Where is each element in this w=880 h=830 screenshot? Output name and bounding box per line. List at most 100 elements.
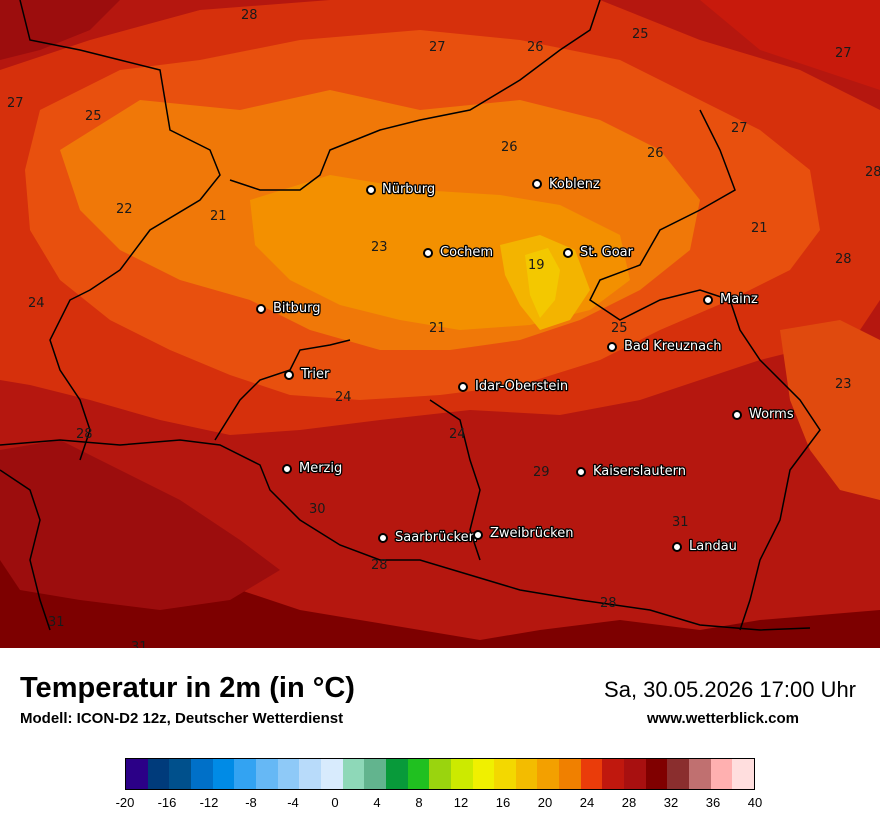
border-lines <box>0 0 821 631</box>
legend-color-cell <box>580 759 603 789</box>
website-link[interactable]: www.wetterblick.com <box>647 710 799 727</box>
iso-label: 23 <box>371 240 388 255</box>
iso-label: 21 <box>210 209 227 224</box>
legend-tick-label: 8 <box>415 795 423 810</box>
city-label: Kaiserslautern <box>593 464 686 479</box>
city-marker[interactable]: Worms <box>732 406 795 423</box>
iso-label: 23 <box>835 377 852 392</box>
legend-color-cell <box>732 759 755 789</box>
color-legend-ticks: -20 -16 -12 -8 -4 0 4 8 12 16 20 24 28 32 36 40 <box>116 795 763 815</box>
city-label: Trier <box>300 367 330 382</box>
legend-color-cell <box>559 759 581 789</box>
legend-tick-label: 16 <box>495 795 511 810</box>
legend-color-cell <box>645 759 668 789</box>
city-label: Zweibrücken <box>490 526 573 541</box>
legend-color-cell <box>169 759 191 789</box>
iso-label: 24 <box>335 390 352 405</box>
legend-color-cell <box>537 759 560 789</box>
city-label: Landau <box>689 539 737 554</box>
iso-label: 26 <box>527 40 544 55</box>
legend-tick-label: 24 <box>579 795 595 810</box>
iso-label: 28 <box>76 427 93 442</box>
legend-color-cell <box>342 759 365 789</box>
city-label: Merzig <box>299 461 342 476</box>
iso-label: 28 <box>835 252 852 267</box>
legend-tick-label: 32 <box>663 795 679 810</box>
legend-color-cell <box>689 759 711 789</box>
temp-zone-31-south <box>0 500 880 648</box>
city-label: Koblenz <box>549 177 600 192</box>
legend-tick-label: 20 <box>537 795 553 810</box>
color-legend-bar <box>125 758 755 790</box>
legend-color-cell <box>624 759 646 789</box>
legend-color-cell <box>277 759 300 789</box>
iso-label: 27 <box>835 46 852 61</box>
legend-color-cell <box>255 759 278 789</box>
temp-zone-30-northwest <box>0 0 120 60</box>
legend-color-cell <box>710 759 733 789</box>
legend-tick-label: 36 <box>705 795 721 810</box>
iso-label: 21 <box>429 321 446 336</box>
city-marker[interactable]: Merzig <box>282 460 344 477</box>
legend-color-cell <box>190 759 213 789</box>
map-canvas: Nürburg Koblenz Cochem St. Goar Bitburg … <box>0 0 880 648</box>
legend-color-cell <box>385 759 408 789</box>
city-marker[interactable]: Mainz <box>703 291 759 308</box>
city-marker[interactable]: Cochem <box>423 244 494 261</box>
legend-color-cell <box>126 759 148 789</box>
iso-label: 30 <box>309 502 326 517</box>
city-marker[interactable]: Trier <box>284 366 331 383</box>
city-marker[interactable]: St. Goar <box>563 244 635 261</box>
legend-color-cell <box>147 759 170 789</box>
temperature-map: Nürburg Koblenz Cochem St. Goar Bitburg … <box>0 0 880 648</box>
legend-tick-label: -8 <box>245 795 257 810</box>
forecast-datetime: Sa, 30.05.2026 17:00 Uhr <box>604 677 856 702</box>
iso-label: 25 <box>611 321 628 336</box>
city-marker[interactable]: Zweibrücken <box>473 525 575 542</box>
city-label: Bad Kreuznach <box>624 339 722 354</box>
city-label: Mainz <box>720 292 758 307</box>
iso-label: 24 <box>449 427 466 442</box>
iso-label: 25 <box>85 109 102 124</box>
legend-color-cell <box>299 759 321 789</box>
map-title: Temperatur in 2m (in °C) <box>20 672 355 704</box>
legend-color-cell <box>667 759 690 789</box>
legend-color-cell <box>602 759 625 789</box>
city-marker[interactable]: Kaiserslautern <box>576 463 687 480</box>
city-marker[interactable]: Landau <box>672 538 738 555</box>
legend-tick-label: 12 <box>453 795 469 810</box>
isotherm-labels: 28 27 26 25 27 25 27 26 27 26 28 22 21 2… <box>7 8 880 648</box>
city-marker[interactable]: Nürburg <box>366 181 436 198</box>
legend-color-cell <box>407 759 430 789</box>
city-marker[interactable]: Bad Kreuznach <box>607 338 723 355</box>
iso-label: 27 <box>7 96 24 111</box>
legend-color-cell <box>515 759 538 789</box>
iso-label: 31 <box>48 615 65 630</box>
iso-label: 28 <box>371 558 388 573</box>
legend-tick-label: -16 <box>157 795 177 810</box>
temp-zone-27-east <box>780 320 880 500</box>
legend-color-cell <box>320 759 343 789</box>
temp-zone-30-southwest <box>0 440 280 610</box>
legend-tick-label: 4 <box>373 795 381 810</box>
iso-label: 25 <box>632 27 649 42</box>
iso-label: 31 <box>672 515 689 530</box>
city-label: Bitburg <box>273 301 321 316</box>
legend-color-cell <box>450 759 473 789</box>
iso-label: 26 <box>501 140 518 155</box>
city-marker[interactable]: Saarbrücken <box>378 529 478 546</box>
city-marker[interactable]: Koblenz <box>532 176 601 193</box>
iso-label: 24 <box>28 296 45 311</box>
city-marker[interactable]: Idar-Oberstein <box>458 378 569 395</box>
iso-label: 19 <box>528 258 545 273</box>
iso-label: 22 <box>116 202 133 217</box>
model-info: Modell: ICON-D2 12z, Deutscher Wetterdie… <box>20 710 344 727</box>
iso-label: 31 <box>131 640 148 648</box>
city-label: Idar-Oberstein <box>475 379 568 394</box>
iso-label: 27 <box>429 40 446 55</box>
city-marker[interactable]: Bitburg <box>256 300 322 317</box>
legend-color-cell <box>472 759 495 789</box>
city-label: Saarbrücken <box>395 530 477 545</box>
legend-color-cell <box>429 759 451 789</box>
temp-zone-29-east <box>700 0 880 90</box>
